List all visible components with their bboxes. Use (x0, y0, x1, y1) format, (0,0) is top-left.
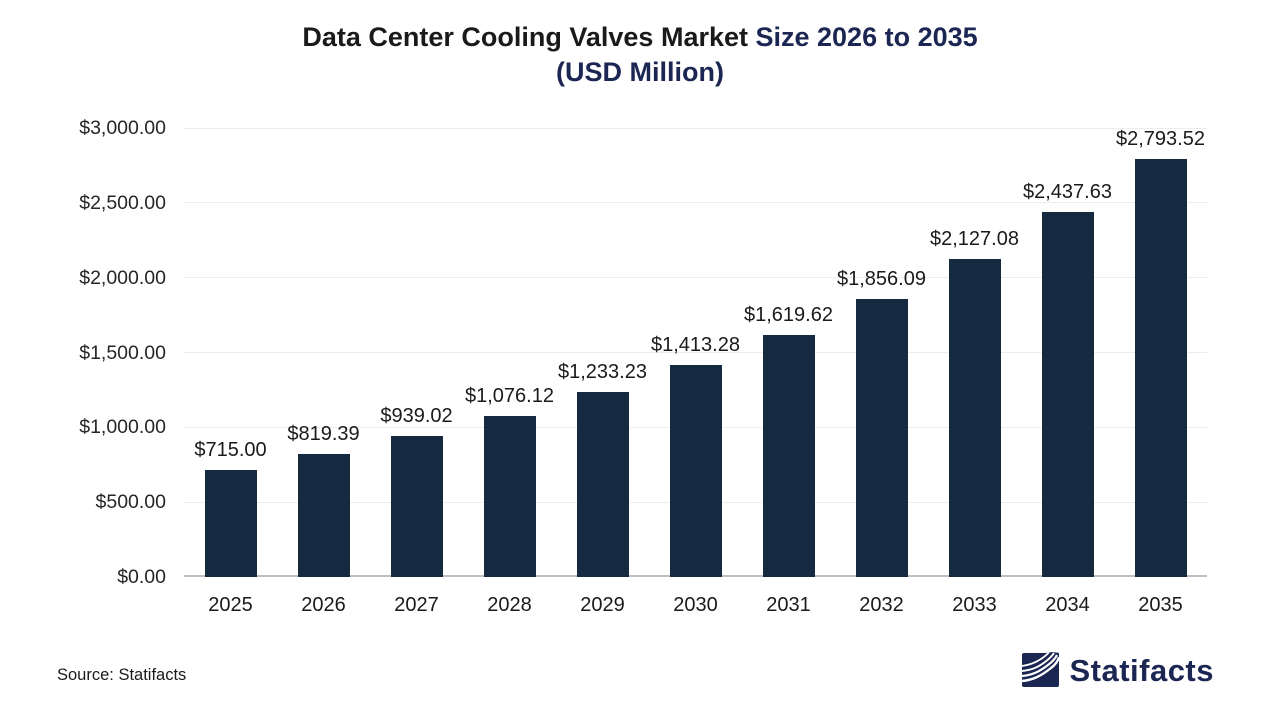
bar-2027 (390, 436, 443, 577)
bar-value-label-2035: $2,793.52 (1116, 127, 1205, 150)
y-axis: $0.00 $500.00 $1,000.00 $1,500.00 $2,000.00 $… (0, 117, 167, 588)
bar-2029 (576, 392, 629, 577)
x-tick-label-2030: 2030 (673, 594, 718, 616)
x-tick-label-2031: 2031 (766, 594, 811, 616)
gridline (184, 202, 1207, 204)
chart-title-range: Size 2026 to 2035 (755, 22, 978, 52)
x-tick-label-2033: 2033 (952, 594, 997, 616)
x-tick-label-2027: 2027 (394, 594, 439, 616)
bar-value-label-2025: $715.00 (194, 439, 267, 461)
bar-2034 (1041, 212, 1094, 577)
y-tick-label: $0.00 (117, 566, 166, 588)
x-tick-label-2028: 2028 (487, 594, 532, 616)
x-tick-label-2034: 2034 (1045, 594, 1090, 616)
chart-title: Data Center Cooling Valves Market Size 2… (0, 20, 1280, 55)
source-note: Source: Statifacts (57, 666, 187, 684)
bar-value-label-2030: $1,413.28 (651, 334, 740, 357)
gridline (184, 277, 1207, 279)
x-tick-label-2025: 2025 (208, 594, 253, 616)
bar-value-label-2028: $1,076.12 (465, 384, 554, 407)
bar-2033 (948, 258, 1001, 577)
y-tick-label: $1,500.00 (79, 341, 166, 364)
bar-value-label-2029: $1,233.23 (558, 361, 647, 384)
bar-value-label-2034: $2,437.63 (1023, 181, 1112, 204)
bar-2030 (669, 365, 722, 577)
x-axis: 2025 2026 2027 2028 2029 2030 2031 2032 2033 2034… (184, 591, 1207, 619)
bar-2032 (855, 299, 908, 577)
gridline (184, 127, 1207, 129)
bar-value-label-2027: $939.02 (380, 405, 453, 428)
brand-logo: Statifacts (1021, 648, 1214, 693)
bar-2025 (204, 470, 257, 577)
x-tick-label-2026: 2026 (301, 594, 346, 616)
statifacts-logo-icon (1021, 648, 1061, 693)
chart-subtitle: (USD Million) (556, 57, 724, 87)
y-tick-label: $500.00 (95, 491, 167, 514)
bar-value-label-2031: $1,619.62 (744, 303, 833, 326)
x-tick-label-2032: 2032 (859, 594, 904, 616)
bar-2026 (297, 454, 350, 577)
bar-value-label-2033: $2,127.08 (930, 227, 1019, 250)
x-tick-label-2029: 2029 (580, 594, 625, 616)
y-tick-label: $2,000.00 (79, 266, 166, 289)
y-tick-label: $1,000.00 (79, 416, 166, 439)
bar-2031 (762, 334, 815, 577)
gridline (184, 352, 1207, 353)
y-tick-label: $3,000.00 (79, 117, 166, 139)
bar-2028 (483, 415, 536, 577)
bar-2035 (1134, 158, 1187, 577)
bar-value-label-2026: $819.39 (287, 423, 360, 446)
bar-value-label-2032: $1,856.09 (837, 268, 926, 291)
plot-area: $715.00 $819.39 $939.02 $1,076.12 $1,233.23 $… (184, 127, 1207, 577)
brand-name: Statifacts (1069, 652, 1214, 688)
chart-title-main: Data Center Cooling Valves Market (302, 22, 756, 52)
y-tick-label: $2,500.00 (79, 191, 166, 214)
x-tick-label-2035: 2035 (1138, 594, 1183, 616)
